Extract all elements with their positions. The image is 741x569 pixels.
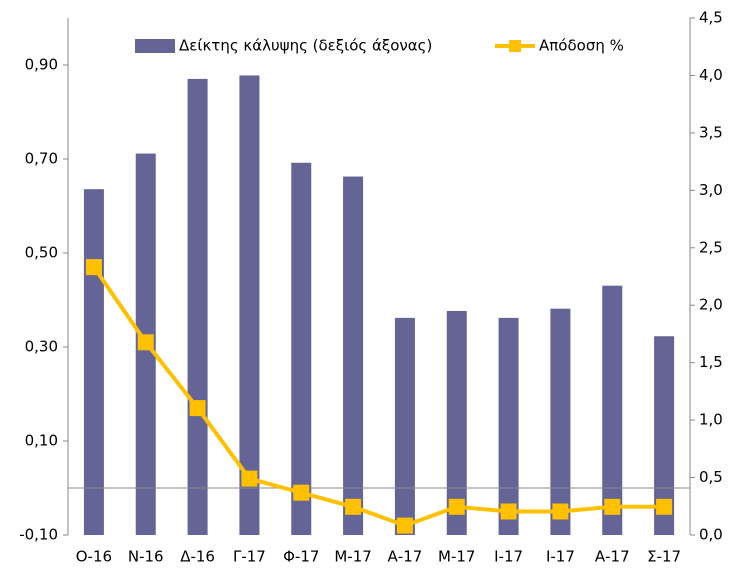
y-tick-label: 0,90 (25, 56, 58, 74)
x-tick-label: Ι-17 (494, 548, 523, 566)
x-tick-label: Α-17 (595, 548, 630, 566)
marker (500, 503, 517, 520)
bar (446, 310, 467, 535)
bar (654, 336, 675, 535)
x-tick-label: Ι-17 (546, 548, 575, 566)
y2-tick-label: 4,0 (699, 66, 723, 84)
marker (137, 334, 154, 351)
line (92, 265, 665, 528)
bar (394, 317, 415, 535)
y2-tick-label: 2,0 (699, 296, 723, 314)
y2-tick-label: 0,5 (699, 468, 723, 486)
marker (345, 498, 362, 515)
x-tick-label: Γ-17 (233, 548, 266, 566)
bar (83, 189, 104, 535)
x-tick-label: Μ-17 (438, 548, 475, 566)
legend-label: Δείκτης κάλυψης (δεξιός άξονας) (179, 37, 432, 55)
y2-tick-label: 3,0 (699, 181, 723, 199)
y-tick-label: 0,10 (25, 432, 58, 450)
legend-swatch (509, 40, 521, 52)
bar (550, 308, 571, 535)
marker (293, 484, 310, 501)
bar (291, 162, 312, 535)
y2-tick-label: 4,5 (699, 9, 723, 27)
x-tick-label: Α-17 (388, 548, 423, 566)
marker (656, 498, 673, 515)
marker (241, 470, 258, 487)
marker (552, 503, 569, 520)
legend-swatch (135, 39, 175, 53)
bar (498, 317, 519, 535)
y2-tick-label: 0,0 (699, 526, 723, 544)
marker (604, 498, 621, 515)
x-tick-label: Φ-17 (283, 548, 319, 566)
y-tick-label: 0,30 (25, 338, 58, 356)
y2-tick-label: 1,0 (699, 411, 723, 429)
marker (448, 498, 465, 515)
y2-tick-label: 2,5 (699, 238, 723, 256)
marker (189, 400, 206, 417)
legend-label: Απόδοση % (539, 37, 624, 55)
y2-tick-label: 1,5 (699, 353, 723, 371)
x-tick-label: Δ-16 (180, 548, 215, 566)
x-tick-label: Ν-16 (128, 548, 164, 566)
y-tick-label: 0,50 (25, 244, 58, 262)
bar (602, 285, 623, 535)
bar (187, 78, 208, 535)
marker (396, 517, 413, 534)
y-tick-label: 0,70 (25, 150, 58, 168)
x-tick-label: Ο-16 (76, 548, 112, 566)
bar (343, 176, 364, 535)
y2-tick-label: 3,5 (699, 123, 723, 141)
y-tick-label: -0,10 (19, 526, 58, 544)
x-tick-label: Σ-17 (647, 548, 681, 566)
x-tick-label: Μ-17 (334, 548, 371, 566)
marker (85, 259, 102, 276)
bar (239, 75, 260, 535)
